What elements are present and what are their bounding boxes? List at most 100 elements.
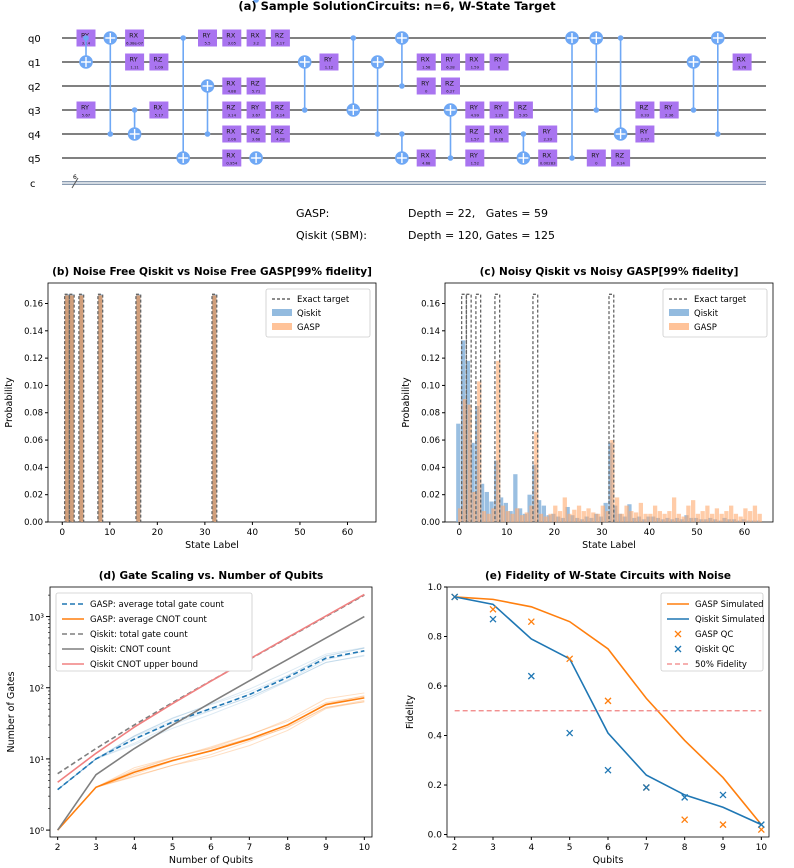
series-line: [454, 596, 762, 826]
gate-param: 1.29: [495, 113, 504, 118]
x-tick-label: 10: [359, 843, 371, 853]
gate-param: 1.58: [422, 65, 431, 70]
gate-name: RX: [226, 128, 236, 136]
rotation-gate: RZ1.09: [149, 53, 169, 71]
gate-param: 2.33: [543, 137, 552, 142]
gate-name: RX: [226, 80, 236, 88]
rotation-gate: RX0.00283: [538, 149, 558, 167]
gate-box: [319, 53, 339, 71]
qc-marker: [566, 655, 574, 663]
bar-gasp: [486, 513, 491, 522]
rotation-gate: RZ1.57: [465, 125, 485, 143]
y-axis-label: Probability: [4, 377, 15, 428]
bar-gasp: [719, 513, 724, 522]
gate-box: [538, 149, 558, 167]
x-tick-label: 10: [501, 528, 513, 538]
y-tick-label: 0.10: [24, 381, 43, 391]
gate-name: RZ: [445, 80, 455, 88]
bar-gasp: [538, 513, 544, 522]
gate-param: 5.17: [155, 113, 164, 118]
gasp-cnot-run-line: [57, 692, 365, 831]
x-tick-label: 2: [55, 843, 61, 853]
qubit-label: q2: [28, 82, 41, 93]
gate-param: 5.67: [82, 113, 91, 118]
rotation-gate: RY5.5: [198, 29, 217, 47]
gate-name: RY: [81, 104, 89, 112]
gate-box: [635, 125, 655, 143]
bar-qiskit: [470, 442, 475, 522]
cnot-control-dot: [447, 155, 454, 161]
qiskit-stats-value: Depth = 120, Gates = 125: [408, 229, 555, 242]
qc-marker: [489, 605, 497, 613]
gate-box: [416, 77, 436, 95]
x-tick-label: 30: [199, 528, 211, 538]
y-tick-label: 0.02: [421, 491, 440, 501]
rotation-gate: RX6.38e-07: [125, 29, 145, 47]
bar-gasp: [681, 516, 686, 522]
chart-fidelity: (e) Fidelity of W-State Circuits with No…: [405, 570, 770, 866]
gate-box: [489, 101, 509, 119]
bar-gasp: [534, 431, 539, 522]
circuit-title: (a) Sample SolutionCircuits: n=6, W-Stat…: [238, 0, 556, 13]
gate-param: 0.00283: [540, 161, 556, 166]
bar-qiskit: [456, 423, 461, 522]
legend-label: Qiskit: [297, 309, 322, 319]
gate-param: 2.06: [228, 137, 237, 142]
gasp-cnot-run-line: [57, 696, 365, 831]
gasp-total-run-line: [57, 647, 365, 791]
legend-label: GASP: [694, 323, 717, 333]
y-tick-label: 0.8: [428, 633, 443, 643]
classical-label: c: [30, 179, 36, 190]
cnot-control-dot: [617, 35, 624, 41]
y-tick-label: 0.2: [428, 781, 442, 791]
rotation-gate: RZ3.14: [611, 149, 631, 167]
rotation-gate: RZ5.95: [513, 101, 533, 119]
qubit-label: q3: [28, 106, 41, 117]
gate-param: 0.954: [226, 161, 237, 166]
x-axis-label: State Label: [185, 540, 239, 551]
bar-gasp: [619, 513, 624, 522]
legend-label: GASP: average total gate count: [90, 600, 225, 610]
y-tick-label: 0.02: [24, 491, 43, 501]
gate-name: RX: [494, 128, 504, 136]
gate-name: RY: [470, 152, 478, 160]
gate-name: RY: [543, 128, 551, 136]
y-tick-label: 0.0: [428, 831, 443, 841]
gate-name: RX: [421, 56, 431, 64]
gate-name: RZ: [275, 128, 285, 136]
rotation-gate: RY6.28: [441, 53, 460, 71]
cnot-control-dot: [399, 131, 405, 137]
rotation-gate: RZ4.28: [270, 125, 290, 143]
gate-name: RZ: [275, 32, 285, 40]
bar-gasp: [567, 513, 572, 522]
gate-box: [465, 53, 485, 71]
gate-name: RX: [226, 32, 236, 40]
gate-box: [246, 125, 266, 143]
bar-gasp: [638, 502, 643, 522]
chart-noisy: (c) Noisy Qiskit vs Noisy GASP[99% fidel…: [401, 266, 774, 551]
rotation-gate: RY4.99: [465, 101, 485, 119]
legend-label: GASP Simulated: [695, 600, 764, 610]
bar-gasp: [671, 497, 677, 522]
qc-marker: [757, 826, 765, 834]
bar-gasp: [477, 381, 482, 522]
rotation-gate: RX2.06: [222, 125, 242, 143]
gate-param: 4.99: [471, 113, 480, 118]
legend-label: Qiskit CNOT upper bound: [90, 660, 198, 670]
bar-gasp: [757, 513, 762, 522]
gate-box: [198, 29, 217, 47]
x-tick-label: 3: [490, 843, 496, 853]
x-tick-label: 20: [152, 528, 164, 538]
gate-param: 2.36: [665, 113, 674, 118]
legend-label: Exact target: [694, 295, 747, 305]
gate-name: RX: [421, 152, 431, 160]
gate-box: [125, 53, 145, 71]
qiskit-stats-label: Qiskit (SBM):: [296, 229, 367, 242]
gate-name: RX: [737, 56, 747, 64]
gate-param: 3.68: [252, 137, 261, 142]
rotation-gate: RZ3.68: [246, 125, 266, 143]
qc-marker: [719, 791, 727, 799]
bar-exact-target: [97, 293, 104, 523]
bar-gasp: [462, 399, 468, 522]
gate-name: RZ: [153, 56, 163, 64]
